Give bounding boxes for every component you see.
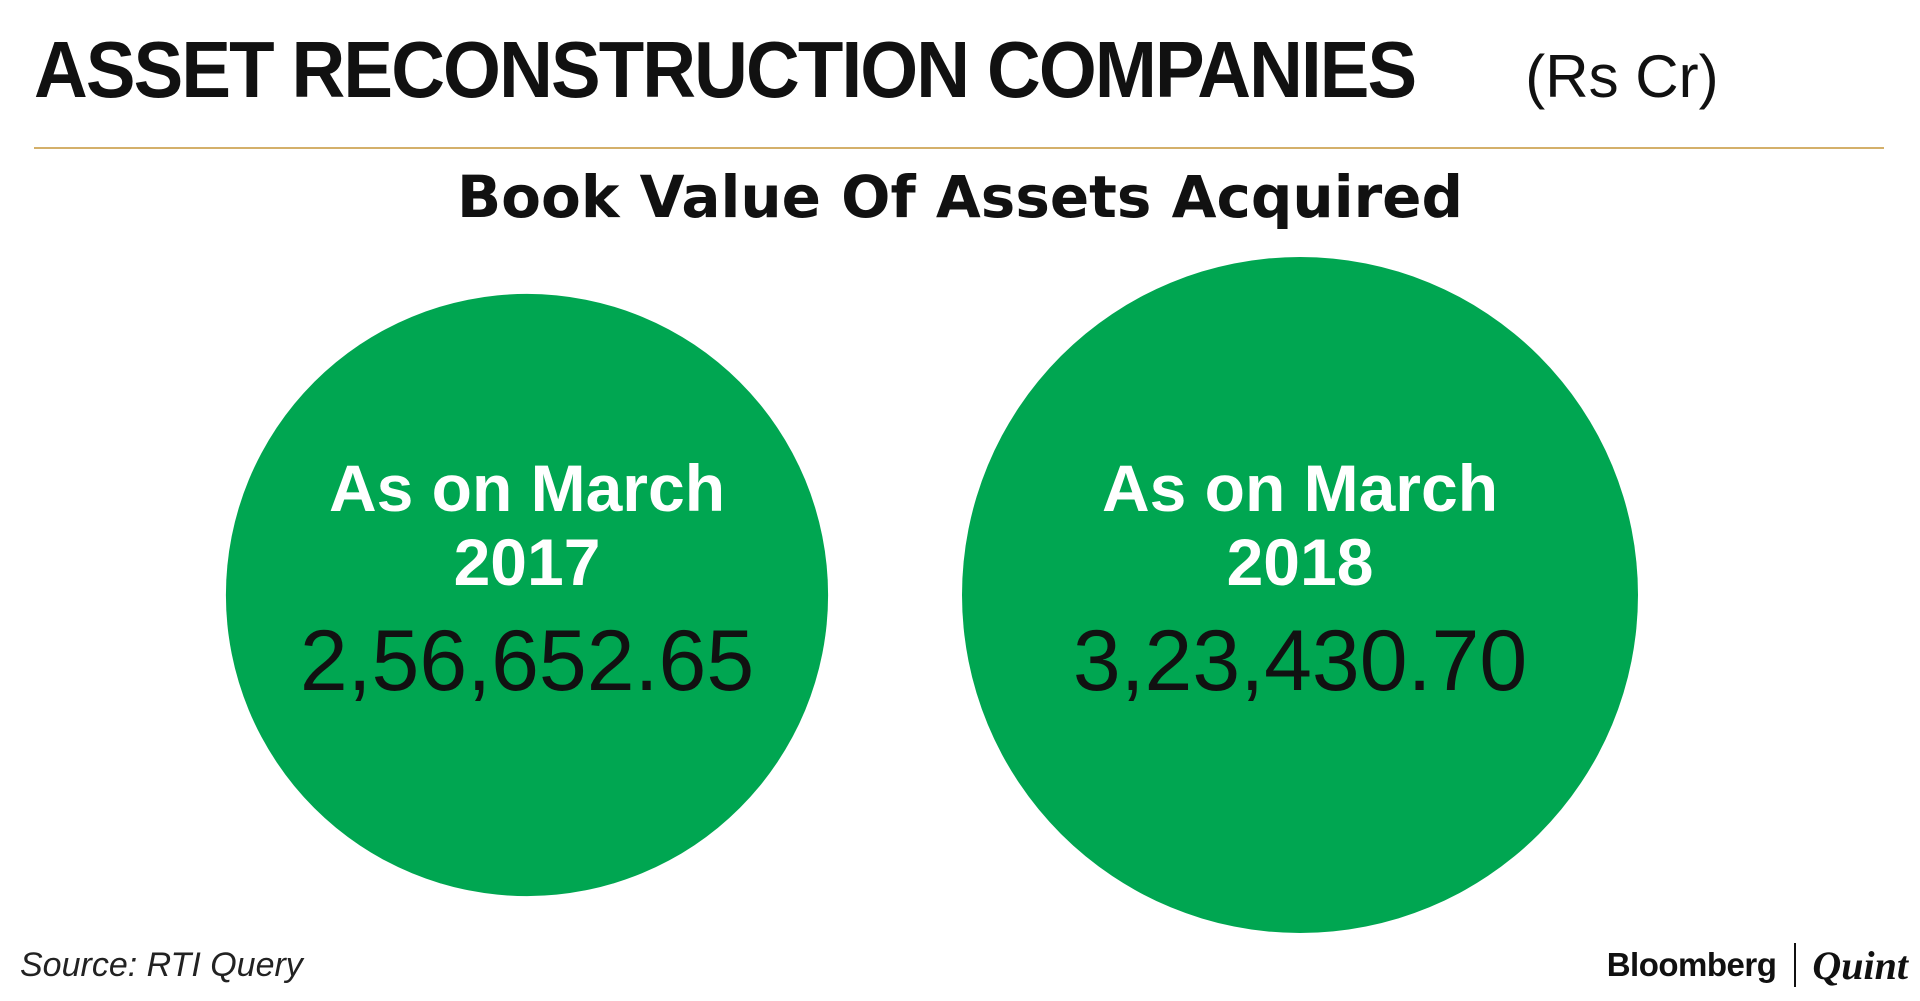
brand-logo: Bloomberg Quint [1607, 940, 1908, 990]
chart-title: ASSET RECONSTRUCTION COMPANIES (Rs Cr) [34, 24, 1719, 116]
bubble-label-year: 2018 [1227, 525, 1374, 599]
bubble-value-label: 2,56,652.65 [300, 613, 754, 709]
bubble-label-line1: As on March [329, 451, 725, 525]
bubble-label-year: 2017 [454, 525, 601, 599]
bubble-value-label: 3,23,430.70 [1073, 613, 1527, 709]
chart-title-text: ASSET RECONSTRUCTION COMPANIES [34, 25, 1417, 114]
brand-logo-divider [1794, 943, 1797, 987]
source-note: Source: RTI Query [20, 946, 303, 984]
bubble-label-line1: As on March [1102, 451, 1498, 525]
title-divider [34, 147, 1884, 149]
chart-subtitle: Book Value Of Assets Acquired [456, 163, 1464, 231]
bubble-2018 [962, 257, 1638, 933]
bubble-2017 [225, 293, 829, 897]
brand-logo-quint: Quint [1812, 942, 1908, 988]
chart-unit: (Rs Cr) [1525, 43, 1719, 110]
brand-logo-bloomberg: Bloomberg [1606, 946, 1777, 983]
